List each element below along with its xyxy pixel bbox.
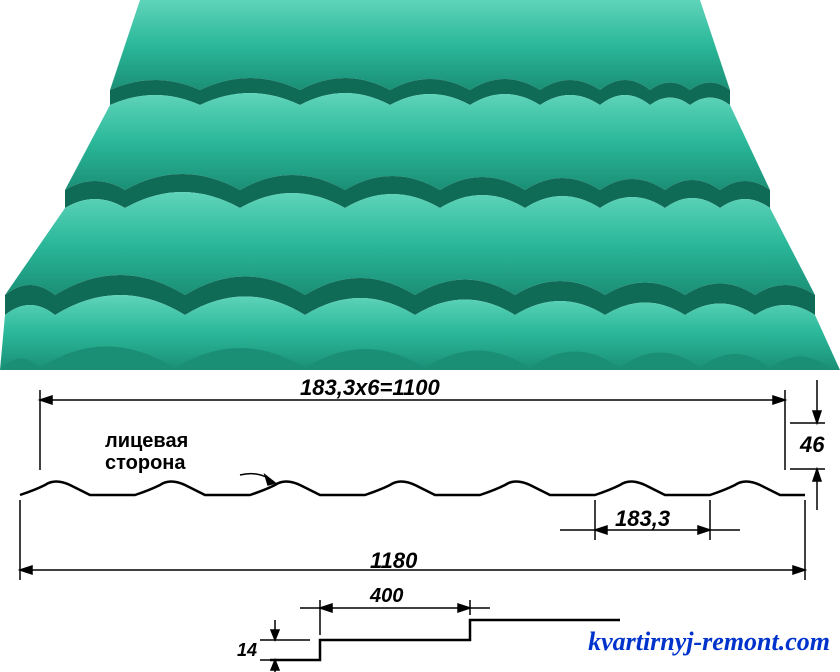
- label-face-side-2: сторона: [105, 452, 186, 475]
- dim-step-400: 400: [370, 585, 403, 608]
- dim-pitch: 183,3: [615, 506, 670, 532]
- watermark: kvartirnyj-remont.com: [588, 627, 830, 657]
- dim-width-formula: 183,3x6=1100: [300, 375, 440, 401]
- dim-overall: 1180: [370, 548, 417, 574]
- label-face-side-1: лицевая: [105, 430, 188, 453]
- dim-height-46: 46: [800, 432, 824, 458]
- metal-tile-3d: [0, 0, 840, 370]
- dim-step-14: 14: [237, 640, 257, 661]
